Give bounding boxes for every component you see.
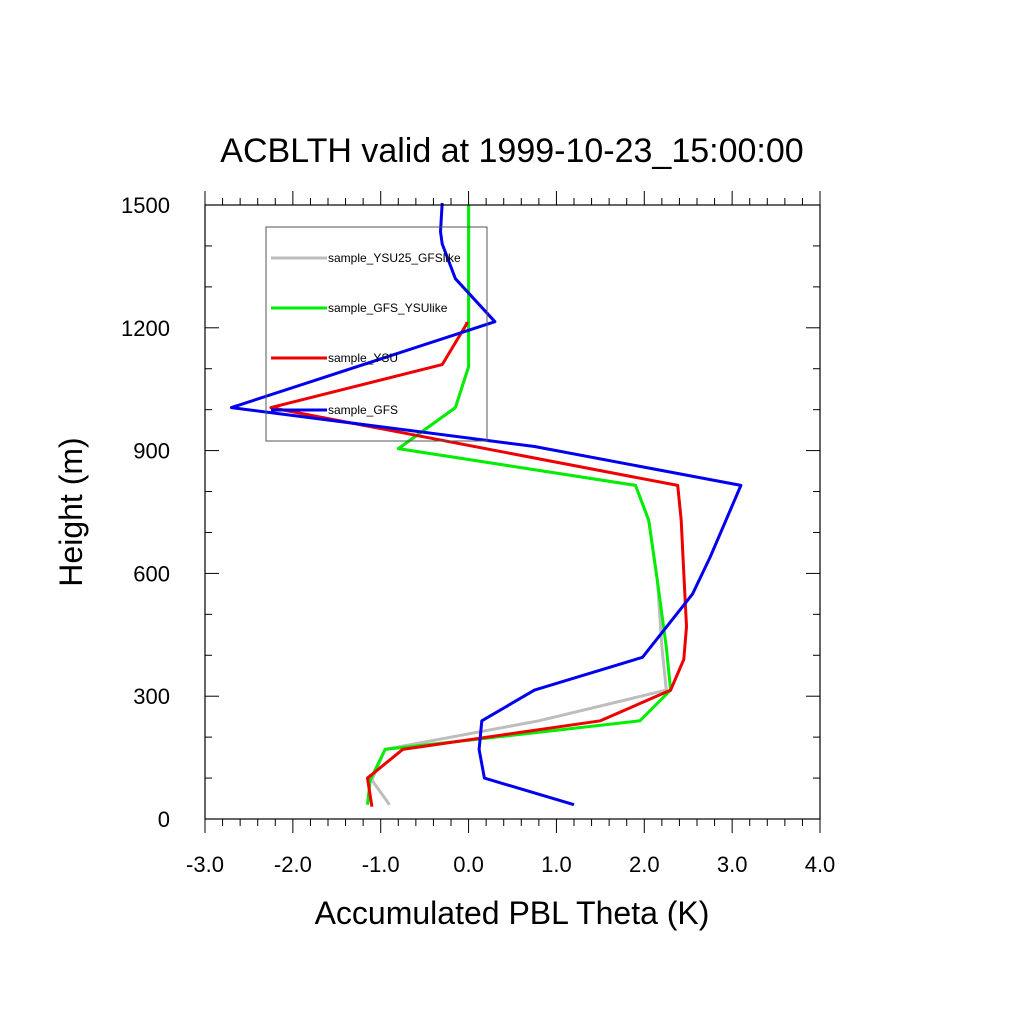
x-tick-label: 4.0 xyxy=(805,852,836,877)
y-tick-labels: 0 300 600 900 1200 1500 xyxy=(121,193,170,832)
y-tick-label: 300 xyxy=(133,684,170,709)
series-line-sample-gfs-ysulike xyxy=(366,205,673,805)
legend: sample_YSU25_GFSlike sample_GFS_YSUlikesa… xyxy=(265,226,488,442)
plot-frame xyxy=(204,204,821,820)
legend-label: sample_GFS xyxy=(328,403,398,417)
y-axis-title: Height (m) xyxy=(53,437,89,586)
series-line-sample-gfs xyxy=(229,202,743,807)
series-line-sample-ysu xyxy=(269,321,688,807)
axis-ticks xyxy=(204,191,821,833)
legend-label: sample_GFS_YSUlike xyxy=(328,301,448,315)
legend-label: sample_YSU xyxy=(328,351,398,365)
legend-box xyxy=(265,226,488,442)
plot-lines xyxy=(229,202,743,807)
plot-border xyxy=(204,204,821,820)
x-tick-label: 0.0 xyxy=(453,852,484,877)
series-line-sample-ysu25-gfslike xyxy=(370,205,668,806)
y-tick-label: 1500 xyxy=(121,193,170,218)
x-tick-label: -1.0 xyxy=(362,852,400,877)
chart-title: ACBLTH valid at 1999-10-23_15:00:00 xyxy=(220,132,803,170)
y-tick-label: 1200 xyxy=(121,316,170,341)
y-tick-label: 0 xyxy=(158,807,170,832)
y-tick-label: 900 xyxy=(133,439,170,464)
x-tick-label: 3.0 xyxy=(717,852,748,877)
legend-label: sample_YSU25_GFSlike xyxy=(328,251,461,265)
x-tick-label: -2.0 xyxy=(274,852,312,877)
x-tick-labels: -3.0 -2.0 -1.0 0.0 1.0 2.0 3.0 4.0 xyxy=(186,852,835,877)
x-axis-title: Accumulated PBL Theta (K) xyxy=(315,895,710,931)
y-tick-label: 600 xyxy=(133,561,170,586)
x-tick-label: 1.0 xyxy=(541,852,572,877)
x-tick-label: 2.0 xyxy=(629,852,660,877)
x-tick-label: -3.0 xyxy=(186,852,224,877)
